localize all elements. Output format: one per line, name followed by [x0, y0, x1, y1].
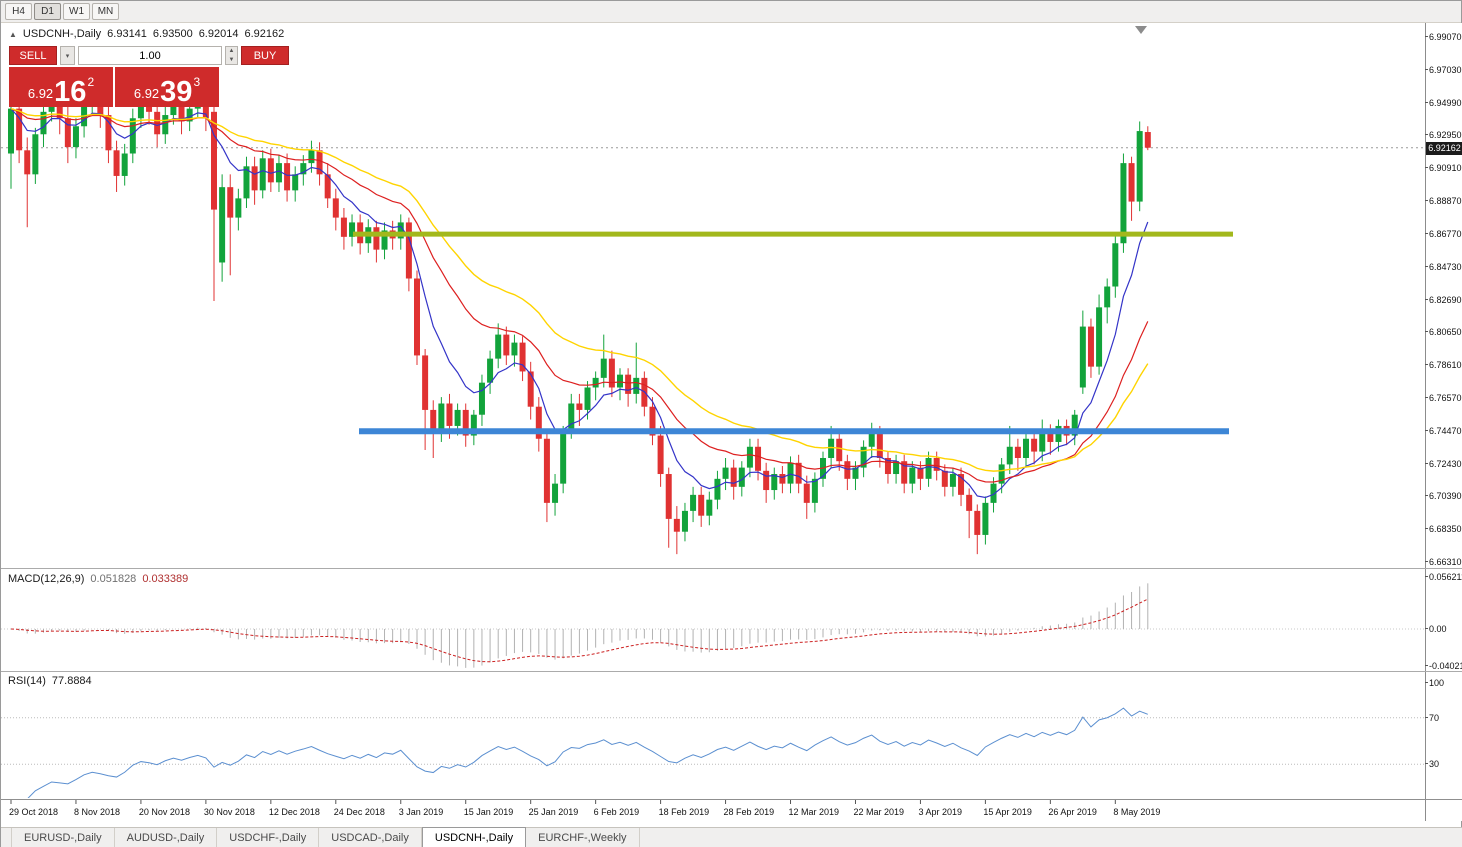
sell-price-pips: 16	[54, 76, 87, 109]
buy-price-panel[interactable]: 6.92 39 3	[115, 67, 219, 107]
rsi-indicator-label: RSI(14) 77.8884	[8, 675, 92, 687]
macd-value: 0.051828	[90, 573, 137, 585]
ohlc-high: 6.93500	[152, 28, 193, 40]
timeframe-button-mn[interactable]: MN	[92, 3, 119, 20]
panel-splitter-rsi[interactable]	[1, 671, 1462, 672]
chart-tab-eurusd[interactable]: EURUSD-,Daily	[11, 828, 115, 847]
macd-signal-value: 0.033389	[142, 573, 189, 585]
buy-price-base: 6.92	[133, 86, 160, 101]
time-axis[interactable]	[1, 800, 1425, 821]
chart-tabs-bar: EURUSD-,Daily AUDUSD-,Daily USDCHF-,Daily U…	[1, 827, 1462, 847]
sell-price-base: 6.92	[27, 86, 54, 101]
chart-tab-usdcnh[interactable]: USDCNH-,Daily	[421, 827, 527, 847]
symbol-triangle-icon: ▲	[9, 29, 17, 39]
sell-price-point: 2	[87, 75, 95, 89]
sell-price-panel[interactable]: 6.92 16 2	[9, 67, 113, 107]
rsi-value: 77.8884	[51, 675, 92, 687]
macd-indicator-label: MACD(12,26,9) 0.051828 0.033389	[8, 573, 188, 585]
volume-stepper[interactable]: ▲ ▼	[225, 46, 238, 65]
buy-price-pips: 39	[160, 76, 193, 109]
sell-button[interactable]: SELL	[9, 46, 57, 65]
timeframe-button-d1[interactable]: D1	[34, 3, 61, 20]
price-axis[interactable]	[1425, 23, 1462, 821]
volume-down-icon[interactable]: ▼	[228, 56, 235, 63]
one-click-trading-panel: SELL ▾ ▲ ▼ BUY 6.92 16 2 6.92 39 3	[9, 46, 289, 107]
volume-input[interactable]	[78, 46, 222, 65]
timeframe-toolbar: H4 D1 W1 MN	[1, 1, 1461, 23]
chart-title: USDCNH-,Daily	[22, 28, 102, 40]
ohlc-low: 6.92014	[198, 28, 239, 40]
chart-tab-eurchf[interactable]: EURCHF-,Weekly	[526, 828, 640, 847]
ohlc-open: 6.93141	[107, 28, 147, 40]
panel-splitter-timeaxis	[1, 799, 1462, 800]
macd-name: MACD(12,26,9)	[8, 573, 85, 585]
last-price-tag: 6.92162	[1426, 141, 1462, 155]
timeframe-button-w1[interactable]: W1	[63, 3, 90, 20]
volume-dropdown-icon[interactable]: ▾	[60, 46, 75, 65]
ohlc-close: 6.92162	[244, 28, 285, 40]
buy-price-point: 3	[193, 75, 201, 89]
panel-splitter-macd[interactable]	[1, 568, 1462, 569]
buy-button[interactable]: BUY	[241, 46, 289, 65]
chart-tab-usdcad[interactable]: USDCAD-,Daily	[319, 828, 422, 847]
chart-tab-audusd[interactable]: AUDUSD-,Daily	[115, 828, 218, 847]
chart-tab-usdchf[interactable]: USDCHF-,Daily	[217, 828, 320, 847]
rsi-name: RSI(14)	[8, 675, 46, 687]
chart-title-ohlc: ▲ USDCNH-,Daily 6.93141 6.93500 6.92014 …	[9, 28, 284, 40]
volume-up-icon[interactable]: ▲	[228, 48, 235, 55]
timeframe-button-h4[interactable]: H4	[5, 3, 32, 20]
